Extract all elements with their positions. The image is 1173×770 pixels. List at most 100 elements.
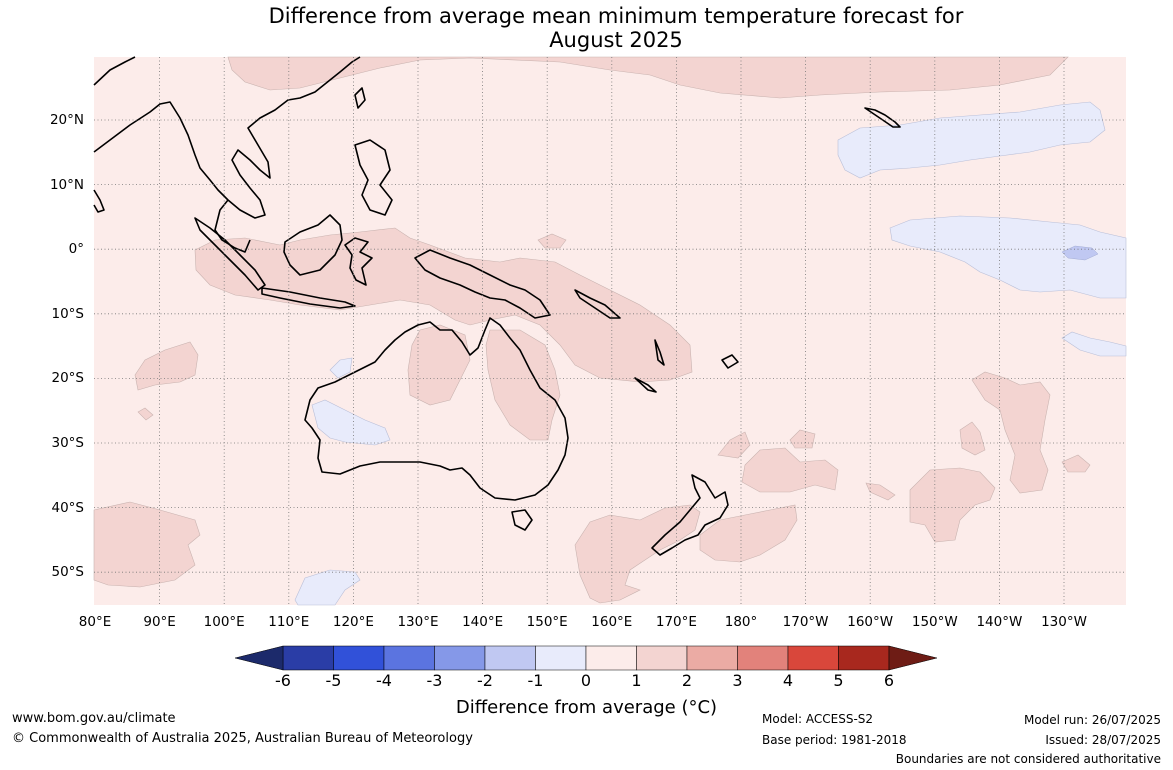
colorbar-tick-label: 1 <box>631 671 642 690</box>
philippines-coastline <box>354 139 393 216</box>
colorbar-tick-label: 5 <box>833 671 844 690</box>
colorbar-segment <box>484 645 536 671</box>
colorbar-tick-label: 2 <box>681 671 693 690</box>
colorbar <box>234 645 938 671</box>
colorbar-segment <box>636 645 688 671</box>
india-coastline <box>93 189 105 213</box>
north-pacific-warm-region <box>227 56 1069 99</box>
colorbar-tick-label: -5 <box>325 671 342 690</box>
east-pacific-warm-patch-4 <box>1061 454 1091 473</box>
website-link[interactable]: www.bom.gov.au/climate <box>12 711 176 726</box>
copyright-text: © Commonwealth of Australia 2025, Austra… <box>12 731 473 746</box>
longitude-label: 150°E <box>526 614 568 630</box>
central-pacific-warm-patch-2 <box>789 429 816 449</box>
longitude-label: 160°E <box>591 614 633 630</box>
borneo-coastline <box>283 214 343 276</box>
colorbar-segment <box>838 645 890 671</box>
java-coastline <box>261 287 356 309</box>
west-australia-cool-region <box>311 399 391 446</box>
model-run-date: Model run: 26/07/2025 <box>1023 713 1161 727</box>
colorbar-segment <box>383 645 435 671</box>
taiwan-coastline <box>354 87 366 109</box>
colorbar-segment <box>282 645 334 671</box>
longitude-label: 160°W <box>847 614 894 630</box>
fiji-coastline <box>721 354 739 369</box>
colorbar-tick-label: -2 <box>477 671 493 690</box>
longitude-label: 170°E <box>655 614 697 630</box>
nw-australia-cool-patch <box>329 357 353 379</box>
colorbar-segment <box>787 645 839 671</box>
colorbar-over-arrow <box>888 645 938 671</box>
cool-anomaly-regions <box>294 101 1127 606</box>
colorbar-tick-label: 0 <box>580 671 592 690</box>
east-pacific-warm-patch-2 <box>959 421 986 456</box>
latitude-label: 10°S <box>51 305 85 322</box>
south-pacific-cool-patch <box>1061 331 1127 357</box>
colorbar-under-arrow <box>234 645 284 671</box>
colorbar-tick-label: -6 <box>275 671 291 690</box>
tasmania-coastline <box>511 509 533 531</box>
colorbar-segment <box>333 645 385 671</box>
map-title: Difference from average mean minimum tem… <box>0 4 1173 52</box>
australia-coastline <box>304 317 569 501</box>
maritime-warm-region <box>194 227 693 383</box>
longitude-label: 130°W <box>1041 614 1087 630</box>
east-pacific-warm-patch-1 <box>909 467 996 543</box>
central-pacific-warm-patch-4 <box>865 482 896 501</box>
indochina-coastline <box>214 199 251 253</box>
longitude-label: 170°W <box>782 614 829 630</box>
longitude-label: 90°E <box>143 614 176 630</box>
india-east-coastline <box>93 56 136 86</box>
longitude-label: 110°E <box>268 614 310 630</box>
longitude-label: 80°E <box>78 614 112 630</box>
central-pacific-warm-patch-1 <box>717 431 751 459</box>
colorbar-label: Difference from average (°C) <box>455 697 718 718</box>
longitude-label: 140°E <box>462 614 504 630</box>
australia-north-warm-region <box>407 324 471 406</box>
coastlines <box>93 56 901 556</box>
longitude-label: 150°W <box>911 614 958 630</box>
new-guinea-coastline <box>414 249 551 319</box>
north-pacific-cool-region <box>837 101 1106 179</box>
latitude-label: 10°N <box>49 176 84 193</box>
colorbar-tick-label: -3 <box>426 671 443 690</box>
small-warm-patch-1 <box>137 407 154 421</box>
latitude-label: 20°S <box>51 370 85 387</box>
new-caledonia-coastline <box>634 377 657 393</box>
latitude-label: 30°S <box>51 435 85 451</box>
tasman-warm-region <box>574 504 701 604</box>
base-period: Base period: 1981-2018 <box>762 733 907 747</box>
southern-ocean-cool-patch <box>294 569 361 606</box>
colorbar-tick-label: 3 <box>732 671 743 690</box>
title-line-2: August 2025 <box>549 28 683 52</box>
model-name: Model: ACCESS-S2 <box>762 712 874 726</box>
colorbar-segment <box>535 645 587 671</box>
boundaries-disclaimer: Boundaries are not considered authoritat… <box>895 752 1161 766</box>
title-line-1: Difference from average mean minimum tem… <box>268 4 964 28</box>
latitude-label: 20°N <box>49 112 84 128</box>
longitude-label: 140°W <box>976 614 1023 630</box>
latitude-label: 0° <box>68 241 84 258</box>
longitude-label: 100°E <box>203 614 245 630</box>
sulawesi-coastline <box>344 237 373 286</box>
longitude-label: 120°E <box>332 614 374 630</box>
warm-anomaly-regions <box>93 56 1091 604</box>
colorbar-segment <box>434 645 486 671</box>
hawaii-coastline <box>864 107 901 128</box>
solomon-coastline <box>574 289 621 319</box>
colorbar-segment <box>686 645 738 671</box>
equatorial-pacific-cool-region <box>889 215 1127 299</box>
colorbar-segment <box>737 645 789 671</box>
small-warm-patch-2 <box>537 233 567 249</box>
central-pacific-warm-patch-3 <box>741 447 839 493</box>
colorbar-tick-label: -4 <box>376 671 392 690</box>
colorbar-tick-label: 6 <box>883 671 895 690</box>
issued-date: Issued: 28/07/2025 <box>1045 733 1161 747</box>
colorbar-tick-label: -1 <box>527 671 544 690</box>
australia-east-warm-region <box>485 329 561 441</box>
asia-coastline <box>93 56 361 219</box>
new-zealand-coastline <box>651 474 729 556</box>
colorbar-tick-label: 4 <box>782 671 794 690</box>
southwest-warm-region <box>93 501 201 588</box>
